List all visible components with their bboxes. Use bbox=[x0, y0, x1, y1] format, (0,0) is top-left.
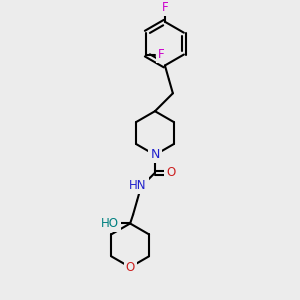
Text: O: O bbox=[125, 261, 135, 274]
Text: HO: HO bbox=[101, 217, 119, 230]
Text: N: N bbox=[150, 148, 160, 161]
Text: O: O bbox=[166, 166, 176, 179]
Text: H: H bbox=[134, 181, 142, 191]
Text: HN: HN bbox=[129, 179, 147, 192]
Text: F: F bbox=[158, 48, 164, 61]
Text: F: F bbox=[162, 1, 168, 14]
